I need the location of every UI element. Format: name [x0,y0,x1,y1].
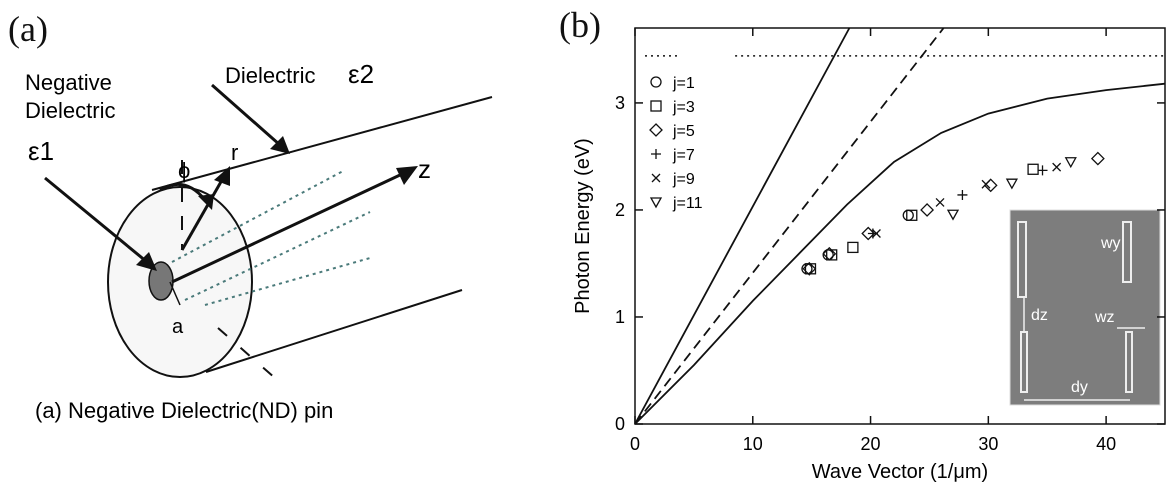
pin-diagram: Negative Dielectric ε1 Dielectric ε2 ϕ r… [25,59,493,423]
z-axis-arrowhead [396,166,418,185]
label-dielectric: Dielectric [225,63,315,88]
legend-marker-plus [651,149,661,159]
label-dielectric-nd: Dielectric [25,98,115,123]
cylinder-bottom-edge [205,289,463,373]
data-point-x [935,197,945,207]
legend-label: j=5 [672,123,695,140]
negative-dielectric-arrowhead [136,252,157,271]
inset-bar-right-bottom [1125,331,1133,393]
label-negative: Negative [25,70,112,95]
legend-label: j=9 [672,171,695,188]
cylinder-face [107,186,253,378]
inset-dz-label: dz [1031,307,1048,324]
hidden-axis-diagonal [217,327,276,379]
pin-bottom-edge [184,211,371,301]
y-tick-label: 0 [615,414,625,434]
pin-lower-edge [204,257,371,306]
legend-marker-x [651,173,661,183]
legend-label: j=3 [672,99,695,116]
panel-b: (b) wy dz wz dy 0 10 20 30 40 0 1 2 3 j=1 j=3 j=5 j… [555,0,1167,494]
phi-arrowhead [198,194,214,210]
legend: j=1 j=3 j=5 j=7 j=9 j=11 [649,75,703,212]
data-point-diamond [802,261,817,276]
label-r: r [231,140,238,165]
y-tick-label: 3 [615,93,625,113]
data-point-triangle [946,209,960,221]
label-a: a [172,316,184,338]
data-point-square [1027,163,1039,175]
r-vector-line [180,179,224,251]
data-point-triangle [1064,157,1077,169]
dielectric-arrowhead [270,136,290,154]
x-tick-label: 20 [861,434,881,454]
data-point-square [906,209,918,221]
panel-a-label: (a) [8,9,48,49]
reference-line-dashed [634,27,945,425]
reference-line-solid [634,27,851,425]
data-point-plus [957,189,968,200]
inset-sem-image: wy dz wz dy [1009,209,1161,406]
data-point-x [871,229,881,238]
legend-label: j=7 [672,147,695,164]
label-phi: ϕ [178,158,190,183]
x-tick-label: 30 [978,434,998,454]
inset-dy-label: dy [1071,379,1088,396]
data-point-circle [902,209,914,221]
inset-bar-right-top [1122,221,1132,283]
data-point-diamond [920,203,935,217]
inset-background [1009,209,1161,406]
data-point-diamond [1090,151,1105,166]
plot-frame [634,27,1166,425]
dielectric-pointer [211,83,281,147]
label-z: z [418,154,431,184]
axes: 0 10 20 30 40 0 1 2 3 [615,28,1165,454]
data-point-square [847,241,859,254]
data-point-x [1052,162,1062,172]
a-radius-line [169,281,181,306]
r-vector-arrowhead [214,166,230,186]
legend-marker-circle [650,76,662,88]
y-axis-label: Photon Energy (eV) [572,138,594,314]
y-tick-label: 2 [615,200,625,220]
data-point-triangle [1005,178,1018,190]
inset-wz-label: wz [1094,309,1115,326]
x-tick-label: 0 [630,434,640,454]
x-tick-label: 10 [743,434,763,454]
cylinder-top-edge [151,96,493,191]
data-point-x [981,179,991,189]
inset-wy-label: wy [1100,235,1121,252]
x-axis-label: Wave Vector (1/μm) [812,461,988,483]
legend-marker-square [650,100,662,112]
legend-marker-diamond [649,123,663,137]
x-tick-label: 40 [1096,434,1116,454]
data-point-diamond [861,226,876,241]
panel-b-label: (b) [559,5,601,45]
z-axis-line [171,173,401,284]
legend-label: j=11 [672,195,703,212]
inset-bar-left [1017,221,1027,298]
pin-top-edge [171,169,346,263]
data-points [801,151,1105,276]
label-eps1: ε1 [28,136,54,166]
label-eps2: ε2 [348,59,374,89]
legend-marker-triangle [649,197,663,209]
negative-dielectric-pointer [44,176,148,264]
reference-line-solid [634,82,1166,425]
panel-a: (a) Negative Dielectric [0,0,555,494]
y-tick-label: 1 [615,307,625,327]
legend-label: j=1 [672,75,695,92]
data-point-plus [1037,165,1048,176]
data-point-diamond [822,246,837,261]
reference-lines [634,27,1166,425]
panel-a-caption: (a) Negative Dielectric(ND) pin [35,398,333,423]
